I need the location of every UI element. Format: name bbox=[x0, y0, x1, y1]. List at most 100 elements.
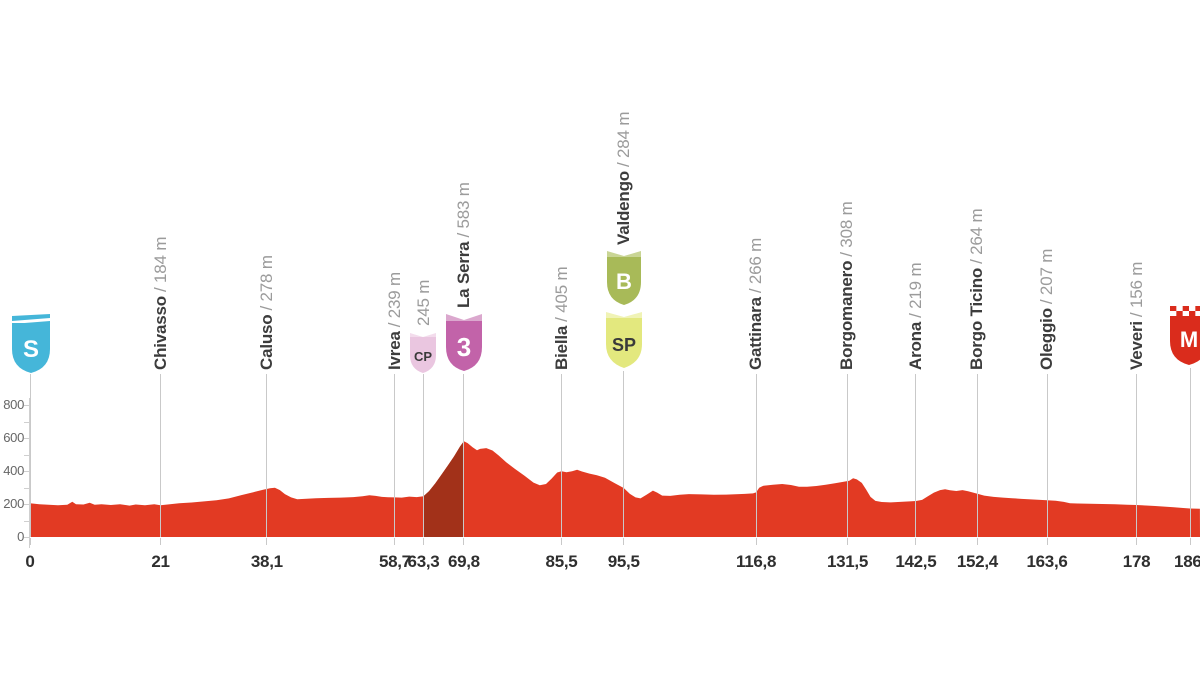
waypoint-label: Arona / 219 m bbox=[906, 263, 926, 370]
x-axis-tick bbox=[623, 538, 625, 545]
place-elevation: / 219 m bbox=[905, 262, 925, 318]
place-elevation: / 308 m bbox=[837, 201, 857, 257]
gridline bbox=[976, 374, 978, 537]
y-axis-minor-tick bbox=[24, 438, 29, 439]
gridline bbox=[755, 374, 757, 537]
place-elevation: 245 m bbox=[413, 279, 433, 326]
place-name: Caluso bbox=[256, 314, 276, 370]
x-axis-tick bbox=[394, 538, 396, 545]
start-badge: S bbox=[12, 314, 50, 373]
y-axis-minor-tick bbox=[24, 471, 29, 472]
x-axis-tick bbox=[463, 538, 465, 545]
x-axis-tick bbox=[915, 538, 917, 545]
place-elevation: / 264 m bbox=[967, 208, 987, 264]
x-axis-tick-label: 63,3 bbox=[407, 552, 440, 571]
waypoint-label: Biella / 405 m bbox=[552, 267, 572, 370]
place-elevation: / 405 m bbox=[551, 266, 571, 322]
x-axis-tick-label: 131,5 bbox=[826, 552, 868, 571]
x-axis-tick-label: 21 bbox=[151, 552, 170, 571]
x-axis-tick-label: 95,5 bbox=[607, 552, 640, 571]
waypoint-label: Veveri / 156 m bbox=[1127, 262, 1147, 370]
gridline bbox=[1136, 374, 1138, 537]
y-axis-label: 800 bbox=[3, 397, 24, 412]
x-axis-tick bbox=[423, 538, 424, 545]
x-axis-tick-label: 0 bbox=[25, 552, 35, 571]
place-elevation: / 266 m bbox=[746, 237, 766, 294]
gridline bbox=[623, 371, 625, 537]
y-axis-label: 200 bbox=[3, 496, 24, 511]
gridline bbox=[1189, 368, 1191, 537]
svg-text:S: S bbox=[23, 336, 39, 363]
gridline bbox=[463, 374, 465, 537]
elevation-profile-area bbox=[30, 441, 1200, 537]
x-axis-tick-label: 38,1 bbox=[250, 552, 283, 571]
x-axis-tick bbox=[561, 538, 562, 545]
place-elevation: / 207 m bbox=[1037, 248, 1057, 305]
place-name: Borgomanero bbox=[837, 260, 857, 370]
x-axis-tick bbox=[1189, 538, 1191, 545]
gridline bbox=[29, 374, 31, 537]
x-axis-tick bbox=[266, 538, 268, 545]
x-axis-tick-label: 178 bbox=[1122, 552, 1151, 571]
svg-text:3: 3 bbox=[457, 332, 471, 362]
y-axis-label: 400 bbox=[3, 463, 24, 478]
x-axis-tick-label: 142,5 bbox=[895, 552, 937, 571]
place-elevation: / 184 m bbox=[150, 236, 170, 292]
y-axis-minor-tick bbox=[24, 421, 29, 423]
waypoint-label: Borgomanero / 308 m bbox=[837, 201, 857, 370]
gridline bbox=[561, 374, 562, 537]
place-elevation: / 284 m bbox=[613, 111, 633, 168]
waypoint-label: Chivasso / 184 m bbox=[151, 237, 171, 370]
waypoint-label: Ivrea / 239 m bbox=[385, 272, 405, 370]
sprint-badge: SP bbox=[606, 312, 642, 368]
place-name: Oleggio bbox=[1037, 308, 1057, 370]
gridline bbox=[915, 374, 917, 537]
gridline bbox=[1046, 374, 1048, 537]
x-axis-tick-label: 186, bbox=[1174, 552, 1200, 571]
y-axis-label: 600 bbox=[3, 430, 24, 445]
y-axis-minor-tick bbox=[24, 454, 29, 456]
x-axis-tick bbox=[1046, 538, 1048, 545]
gridline bbox=[423, 374, 424, 537]
place-name: Borgo Ticino bbox=[967, 267, 987, 370]
x-axis-tick bbox=[29, 538, 31, 545]
y-axis-minor-tick bbox=[24, 487, 29, 489]
gridline bbox=[846, 374, 848, 537]
y-axis-minor-tick bbox=[24, 537, 29, 538]
place-elevation: / 156 m bbox=[1126, 261, 1146, 318]
finish-badge: M bbox=[1170, 306, 1200, 365]
x-axis-tick bbox=[160, 538, 162, 545]
x-axis-tick-label: 116,8 bbox=[736, 552, 777, 571]
gridline bbox=[160, 374, 162, 537]
x-axis-tick bbox=[976, 538, 978, 545]
place-name: Chivasso bbox=[150, 296, 170, 370]
svg-text:SP: SP bbox=[612, 335, 636, 355]
x-axis-tick-label: 69,8 bbox=[447, 552, 480, 571]
svg-text:B: B bbox=[616, 269, 632, 294]
place-name: Valdengo bbox=[613, 171, 633, 245]
y-axis-minor-tick bbox=[24, 504, 29, 505]
waypoint-label: Caluso / 278 m bbox=[257, 255, 277, 370]
x-axis-tick bbox=[755, 538, 757, 545]
gridline bbox=[266, 374, 268, 537]
checkpoint-badge: CP bbox=[410, 333, 436, 373]
category-3-climb-badge: 3 bbox=[446, 314, 482, 371]
place-name: Veveri bbox=[1126, 321, 1146, 370]
svg-text:CP: CP bbox=[414, 349, 432, 364]
waypoint-label: 245 m bbox=[414, 280, 434, 330]
svg-text:M: M bbox=[1180, 327, 1198, 352]
place-elevation: / 239 m bbox=[384, 272, 404, 328]
x-axis-tick bbox=[846, 538, 848, 545]
waypoint-label: Borgo Ticino / 264 m bbox=[967, 209, 987, 370]
place-name: Ivrea bbox=[384, 331, 404, 370]
x-axis-tick-label: 58,7 bbox=[378, 552, 411, 571]
climb-section-area bbox=[423, 441, 464, 537]
x-axis-tick-label: 152,4 bbox=[956, 552, 998, 571]
x-axis-tick bbox=[1136, 538, 1138, 545]
x-axis-tick-label: 85,5 bbox=[545, 552, 578, 571]
x-axis-tick-label: 163,6 bbox=[1026, 552, 1068, 571]
place-elevation: / 278 m bbox=[256, 255, 276, 311]
waypoint-label: Valdengo / 284 m bbox=[614, 112, 634, 245]
